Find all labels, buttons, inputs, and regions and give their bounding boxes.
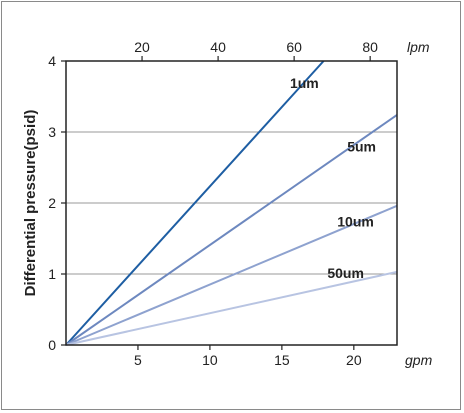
- x-axis-unit: gpm: [405, 352, 433, 368]
- y-tick-label-0: 0: [48, 337, 56, 353]
- x2-tick-label-60: 60: [286, 39, 302, 55]
- ticks: 0 1 2 3 4 5 10 15 20 20 40 60 80: [48, 39, 378, 368]
- series-label-5um: 5um: [347, 138, 376, 154]
- x2-tick-label-80: 80: [362, 39, 378, 55]
- x-tick-label-5: 5: [134, 352, 142, 368]
- series-line-5um: [65, 114, 398, 346]
- x2-tick-label-20: 20: [134, 39, 150, 55]
- x-tick-label-10: 10: [202, 352, 218, 368]
- x2-tick-label-40: 40: [210, 39, 226, 55]
- x-tick-label-20: 20: [346, 352, 362, 368]
- series-line-10um: [65, 204, 398, 346]
- grid: [66, 131, 397, 275]
- x-tick-label-15: 15: [274, 352, 290, 368]
- y-tick-label-4: 4: [48, 53, 56, 69]
- series-lines: [65, 60, 398, 346]
- y-tick-label-2: 2: [48, 195, 56, 211]
- x2-axis-unit: lpm: [407, 39, 430, 55]
- series-line-50um: [65, 270, 398, 346]
- series-label-1um: 1um: [290, 75, 319, 91]
- y-tick-label-1: 1: [48, 266, 56, 282]
- series-labels: 1um 5um 10um 50um: [290, 75, 376, 281]
- series-line-1um: [65, 60, 325, 346]
- series-label-10um: 10um: [337, 213, 374, 229]
- y-tick-label-3: 3: [48, 124, 56, 140]
- series-label-50um: 50um: [327, 265, 364, 281]
- y-axis-label: Differential pressure(psid): [22, 110, 39, 297]
